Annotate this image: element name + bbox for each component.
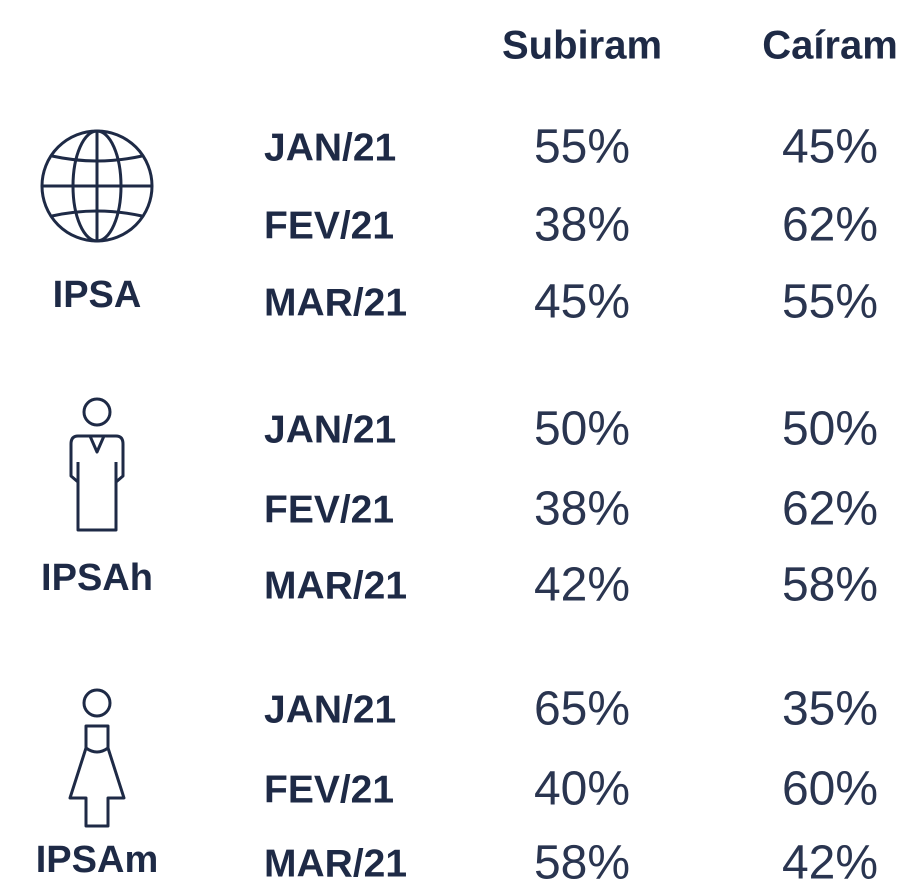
globe-icon	[40, 129, 154, 243]
percent-value: 50%	[782, 403, 878, 456]
column-header: Caíram	[762, 24, 898, 68]
percent-value: 35%	[782, 683, 878, 736]
month-label: MAR/21	[264, 842, 407, 885]
percent-value: 40%	[534, 763, 630, 816]
month-label: JAN/21	[264, 688, 396, 731]
month-label: JAN/21	[264, 408, 396, 451]
month-label: FEV/21	[264, 488, 394, 531]
percent-value: 38%	[534, 199, 630, 252]
percent-value: 55%	[534, 121, 630, 174]
percent-value: 65%	[534, 683, 630, 736]
woman-icon	[68, 688, 126, 828]
percent-value: 55%	[782, 276, 878, 329]
month-label: MAR/21	[264, 564, 407, 607]
man-icon	[69, 397, 125, 532]
percent-value: 50%	[534, 403, 630, 456]
group-label: IPSAm	[36, 839, 158, 881]
percent-value: 58%	[782, 559, 878, 612]
column-header: Subiram	[502, 24, 662, 68]
percent-value: 60%	[782, 763, 878, 816]
percent-value: 45%	[782, 121, 878, 174]
month-label: FEV/21	[264, 204, 394, 247]
group-label: IPSAh	[41, 557, 153, 599]
percent-value: 42%	[782, 837, 878, 890]
percent-value: 62%	[782, 483, 878, 536]
month-label: JAN/21	[264, 126, 396, 169]
percent-value: 58%	[534, 837, 630, 890]
percent-value: 62%	[782, 199, 878, 252]
percent-value: 38%	[534, 483, 630, 536]
percent-value: 45%	[534, 276, 630, 329]
group-label: IPSA	[53, 274, 142, 316]
month-label: MAR/21	[264, 281, 407, 324]
month-label: FEV/21	[264, 768, 394, 811]
percent-value: 42%	[534, 559, 630, 612]
